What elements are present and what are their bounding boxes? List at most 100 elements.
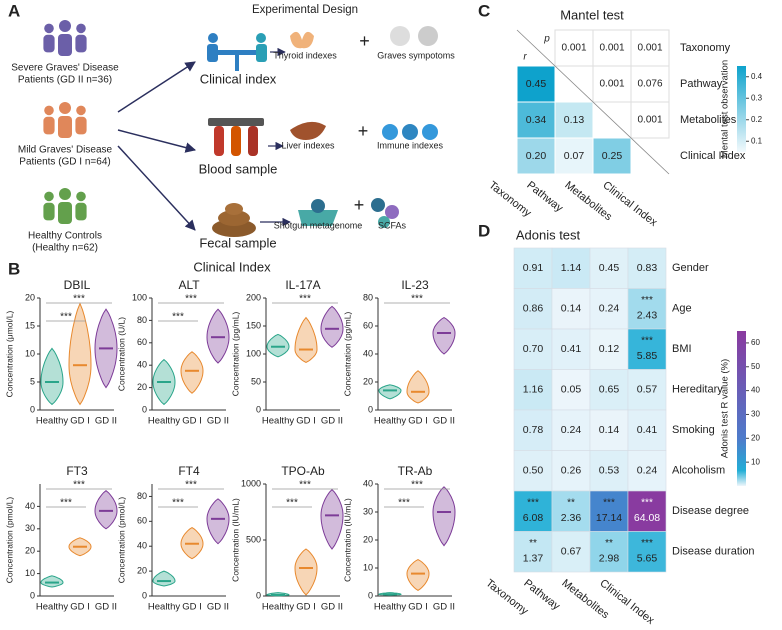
y-axis-label: Concentration (pg/mL)	[342, 312, 352, 397]
value-label: 1.14	[561, 262, 582, 274]
y-tick-label: 10	[25, 348, 35, 358]
p-value: 0.001	[599, 43, 624, 54]
y-tick-label: 30	[363, 506, 373, 516]
p-value: 0.001	[561, 43, 586, 54]
x-tick-label: GD I	[296, 416, 316, 427]
heat-cell	[627, 247, 667, 289]
person-icon	[59, 20, 71, 32]
heat-cell	[551, 288, 591, 330]
star-label: **	[529, 538, 537, 549]
x-tick-label: GD II	[95, 602, 117, 613]
group-label: Healthy Controls	[28, 231, 102, 242]
y-axis-label: Concentration (U/L)	[116, 317, 126, 391]
value-label: 0.78	[523, 424, 544, 436]
subplot-title: TPO-Ab	[281, 464, 325, 478]
value-label: 0.26	[561, 465, 582, 477]
y-axis-label: Concentration (pmol/L)	[116, 497, 126, 584]
r-cell	[516, 137, 556, 175]
person-icon	[59, 102, 71, 114]
violin	[152, 570, 176, 587]
value-label: 0.14	[599, 424, 620, 436]
y-tick-label: 10	[25, 568, 35, 578]
y-tick-label: 0	[368, 590, 373, 600]
y-tick-label: 500	[246, 534, 261, 544]
group-label: Patients (GD II n=36)	[18, 75, 112, 86]
heat-cell	[627, 450, 667, 492]
x-tick-label: GD II	[95, 416, 117, 427]
y-tick-label: 5	[30, 376, 35, 386]
person-icon	[44, 191, 54, 202]
sample-item: Immune indexes	[377, 140, 444, 150]
row-label: Smoking	[672, 424, 715, 436]
heat-cell	[589, 328, 629, 370]
x-tick-label: GD II	[321, 602, 343, 613]
p-value: 0.001	[599, 79, 624, 90]
arrow	[117, 129, 197, 153]
heat-cell	[627, 409, 667, 451]
star-label: ***	[603, 498, 615, 509]
star-label: **	[567, 498, 575, 509]
sample-item: Shotgun metagenome	[274, 220, 363, 230]
x-tick-label: Healthy	[262, 416, 294, 427]
r-value: 0.45	[526, 78, 547, 90]
plus-sign: +	[359, 31, 370, 51]
p-value: 0.001	[637, 115, 662, 126]
value-label: 0.57	[637, 384, 658, 396]
icon-immune	[382, 124, 438, 140]
value-label: 0.83	[637, 262, 658, 274]
sample-label: Blood sample	[199, 161, 278, 176]
y-tick-label: 40	[137, 541, 147, 551]
significance-label: ***	[185, 294, 197, 305]
y-axis-label: Concentration (IU/mL)	[230, 498, 240, 582]
r-value: 0.25	[602, 150, 623, 162]
star-label: ***	[641, 336, 653, 347]
star-label: ***	[641, 498, 653, 509]
value-label: 0.24	[599, 303, 620, 315]
plus-sign: +	[358, 121, 369, 141]
subplot-title: DBIL	[64, 278, 91, 292]
sample-item: Liver indexes	[281, 140, 335, 150]
violin	[378, 384, 402, 400]
row-label: Disease degree	[672, 505, 749, 517]
person-icon	[75, 34, 87, 53]
column-label: Clinical Index	[600, 179, 659, 229]
person-icon	[58, 116, 72, 138]
r-value: 0.13	[564, 114, 585, 126]
diagonal	[516, 29, 670, 175]
y-tick-label: 20	[137, 565, 147, 575]
violin	[40, 347, 64, 406]
person-icon	[75, 116, 87, 135]
violin	[406, 559, 430, 592]
x-tick-label: Healthy	[374, 416, 406, 427]
significance-label: ***	[398, 498, 410, 509]
x-tick-label: GD II	[321, 416, 343, 427]
value-label: 64.08	[634, 512, 660, 524]
violin	[320, 488, 344, 550]
row-label: Alcoholism	[672, 465, 725, 477]
row-label: Pathway	[680, 78, 723, 90]
colorbar-tick-label: 0.1	[751, 136, 763, 145]
x-tick-label: GD I	[408, 602, 428, 613]
y-tick-label: 60	[137, 516, 147, 526]
violin	[266, 333, 290, 358]
value-label: 0.24	[637, 465, 658, 477]
arrow	[117, 61, 196, 113]
y-axis-label: Concentration (IU/mL)	[342, 498, 352, 582]
value-label: 1.16	[523, 384, 544, 396]
colorbar-tick-label: 30	[751, 410, 760, 419]
value-label: 0.65	[599, 384, 620, 396]
person-icon	[59, 188, 71, 200]
panel-title: Adonis test	[516, 227, 581, 242]
y-tick-label: 40	[363, 478, 373, 488]
y-tick-label: 0	[256, 590, 261, 600]
colorbar-tick-label: 0.4	[751, 72, 763, 81]
person-icon	[44, 23, 54, 34]
value-label: 0.50	[523, 465, 544, 477]
r-cell	[554, 137, 594, 175]
y-tick-label: 1000	[241, 478, 261, 488]
y-axis-label: Concentration (pg/mL)	[230, 312, 240, 397]
r-value: 0.07	[564, 150, 585, 162]
heat-cell	[551, 531, 591, 573]
y-tick-label: 0	[142, 590, 147, 600]
